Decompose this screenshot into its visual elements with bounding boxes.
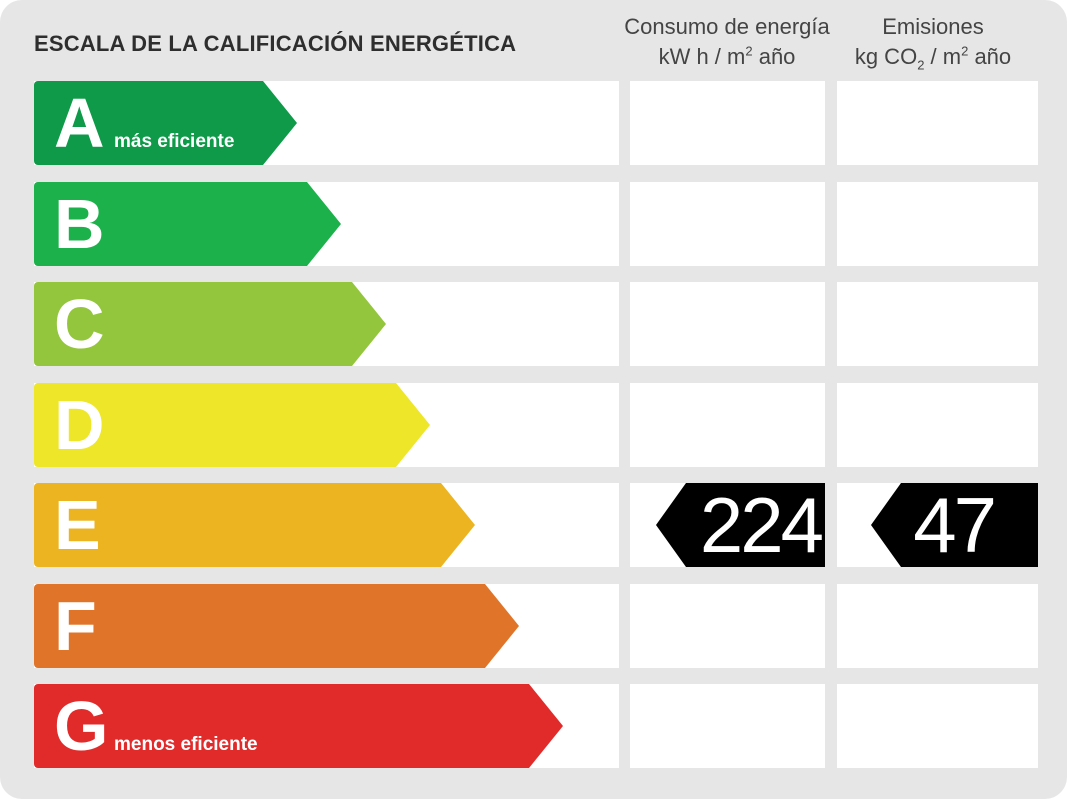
rating-letter: G <box>54 687 109 765</box>
scale-title: ESCALA DE LA CALIFICACIÓN ENERGÉTICA <box>34 31 517 56</box>
rating-row-c: C <box>0 282 1067 366</box>
energy-column-unit: kW h / m2 año <box>658 43 796 69</box>
emissions-column-unit: kg CO2 / m2 año <box>854 43 1012 73</box>
rating-bar-e: E <box>34 483 475 567</box>
emissions-cell <box>837 584 1038 668</box>
rating-row-e: E 224 47 <box>0 483 1067 567</box>
rating-letter: F <box>54 587 97 665</box>
rating-letter: C <box>54 285 105 363</box>
energy-cell <box>630 684 825 768</box>
rating-row-d: D <box>0 383 1067 467</box>
energy-cell <box>630 182 825 266</box>
rating-caption: más eficiente <box>114 131 235 152</box>
emissions-cell <box>837 383 1038 467</box>
energy-value-marker: 224 <box>656 483 825 567</box>
rating-caption: menos eficiente <box>114 734 258 755</box>
rating-bar-f: F <box>34 584 519 668</box>
emissions-value-marker: 47 <box>871 483 1038 567</box>
rating-letter: B <box>54 185 105 263</box>
energy-cell <box>630 81 825 165</box>
energy-column-header: Consumo de energía kW h / m2 año <box>616 12 838 72</box>
emissions-cell <box>837 182 1038 266</box>
rating-row-b: B <box>0 182 1067 266</box>
energy-cell <box>630 584 825 668</box>
rating-bar-c: C <box>34 282 386 366</box>
emissions-cell <box>837 282 1038 366</box>
rating-bar-b: B <box>34 182 341 266</box>
energy-cell <box>630 282 825 366</box>
emissions-column-header: Emisiones kg CO2 / m2 año <box>828 12 1038 72</box>
energy-cell <box>630 383 825 467</box>
emissions-cell <box>837 684 1038 768</box>
rating-letter: E <box>54 486 101 564</box>
rating-letter: A <box>54 84 105 162</box>
emissions-cell <box>837 81 1038 165</box>
energy-column-title: Consumo de energía <box>624 14 830 39</box>
rating-letter: D <box>54 386 105 464</box>
rating-row-f: F <box>0 584 1067 668</box>
emissions-column-title: Emisiones <box>882 14 984 39</box>
rating-bar-d: D <box>34 383 430 467</box>
